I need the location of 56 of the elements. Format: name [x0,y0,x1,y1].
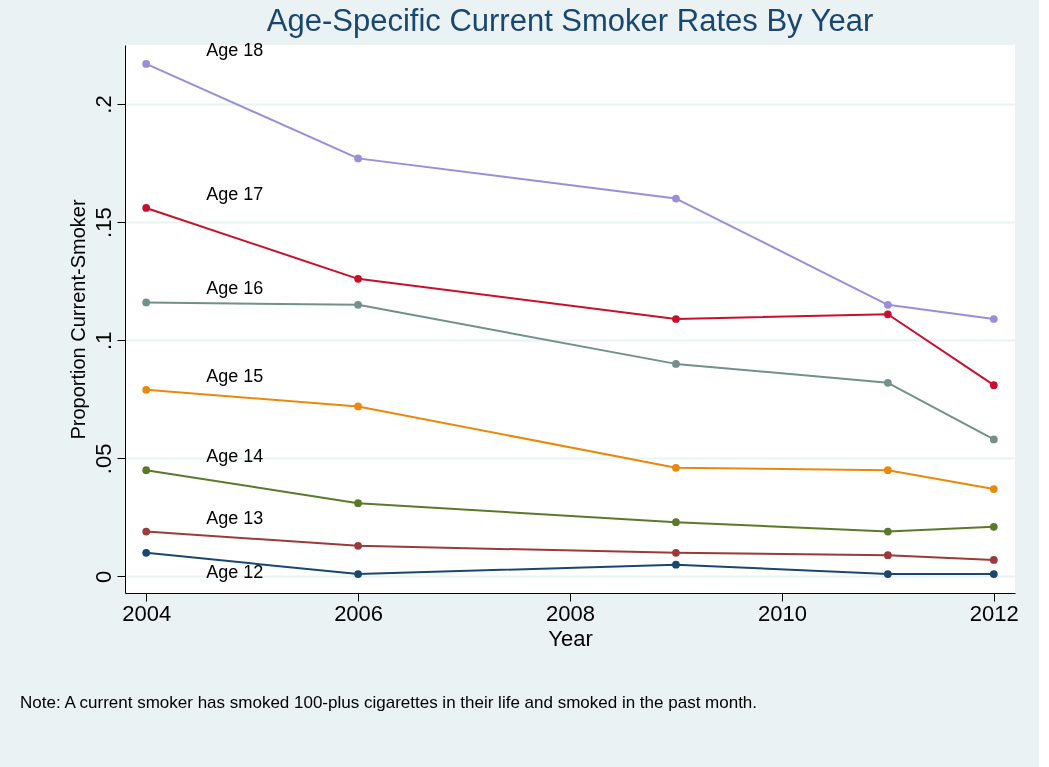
point [989,570,998,578]
x-tick-label: 2006 [334,600,384,626]
point [142,527,151,536]
point [989,485,998,493]
x-tick-label: 2004 [122,600,172,626]
series-label: Age 17 [206,183,264,204]
point [883,551,892,560]
point [672,315,680,323]
point [883,310,892,319]
point [989,315,998,323]
chart-title: Age-Specific Current Smoker Rates By Year [266,2,874,38]
y-tick-label: .05 [90,443,116,475]
series-label: Age 13 [206,507,264,528]
point [354,570,362,578]
point [672,194,680,203]
point [883,527,892,536]
point [989,435,998,444]
x-tick-label: 2008 [546,600,595,626]
point [883,378,892,387]
x-axis-title: Year [548,625,593,651]
point [989,381,998,389]
y-tick-label: .2 [90,95,116,114]
point [672,360,680,368]
point [142,386,151,394]
y-tick-label: .1 [90,331,116,350]
y-tick-label: 0 [90,570,116,584]
series-label: Age 12 [206,561,264,582]
y-tick-label: .15 [90,207,116,238]
point [354,300,362,309]
point [672,518,680,526]
point [354,154,362,163]
point [354,402,362,411]
point [142,298,151,307]
point [883,570,892,578]
series-label: Age 15 [206,365,264,386]
y-axis-title: Proportion Current-Smoker [66,199,89,440]
point [672,548,680,557]
point [142,204,151,212]
point [883,300,892,309]
point [354,274,362,283]
point [989,523,998,531]
point [142,466,151,475]
point [142,60,151,68]
point [672,463,680,472]
point [142,548,151,557]
point [672,560,680,569]
point [989,556,998,564]
series-label: Age 16 [206,278,264,299]
x-tick-label: 2010 [757,600,807,626]
text: Note: A current smoker has smoked 100-plus cigarettes in their life and smoked in the past month. [20,693,758,712]
point [883,466,892,475]
point [354,541,362,550]
x-tick-label: 2012 [969,600,1019,626]
series-label: Age 14 [206,446,264,467]
series-label: Age 18 [206,39,264,60]
point [354,499,362,508]
